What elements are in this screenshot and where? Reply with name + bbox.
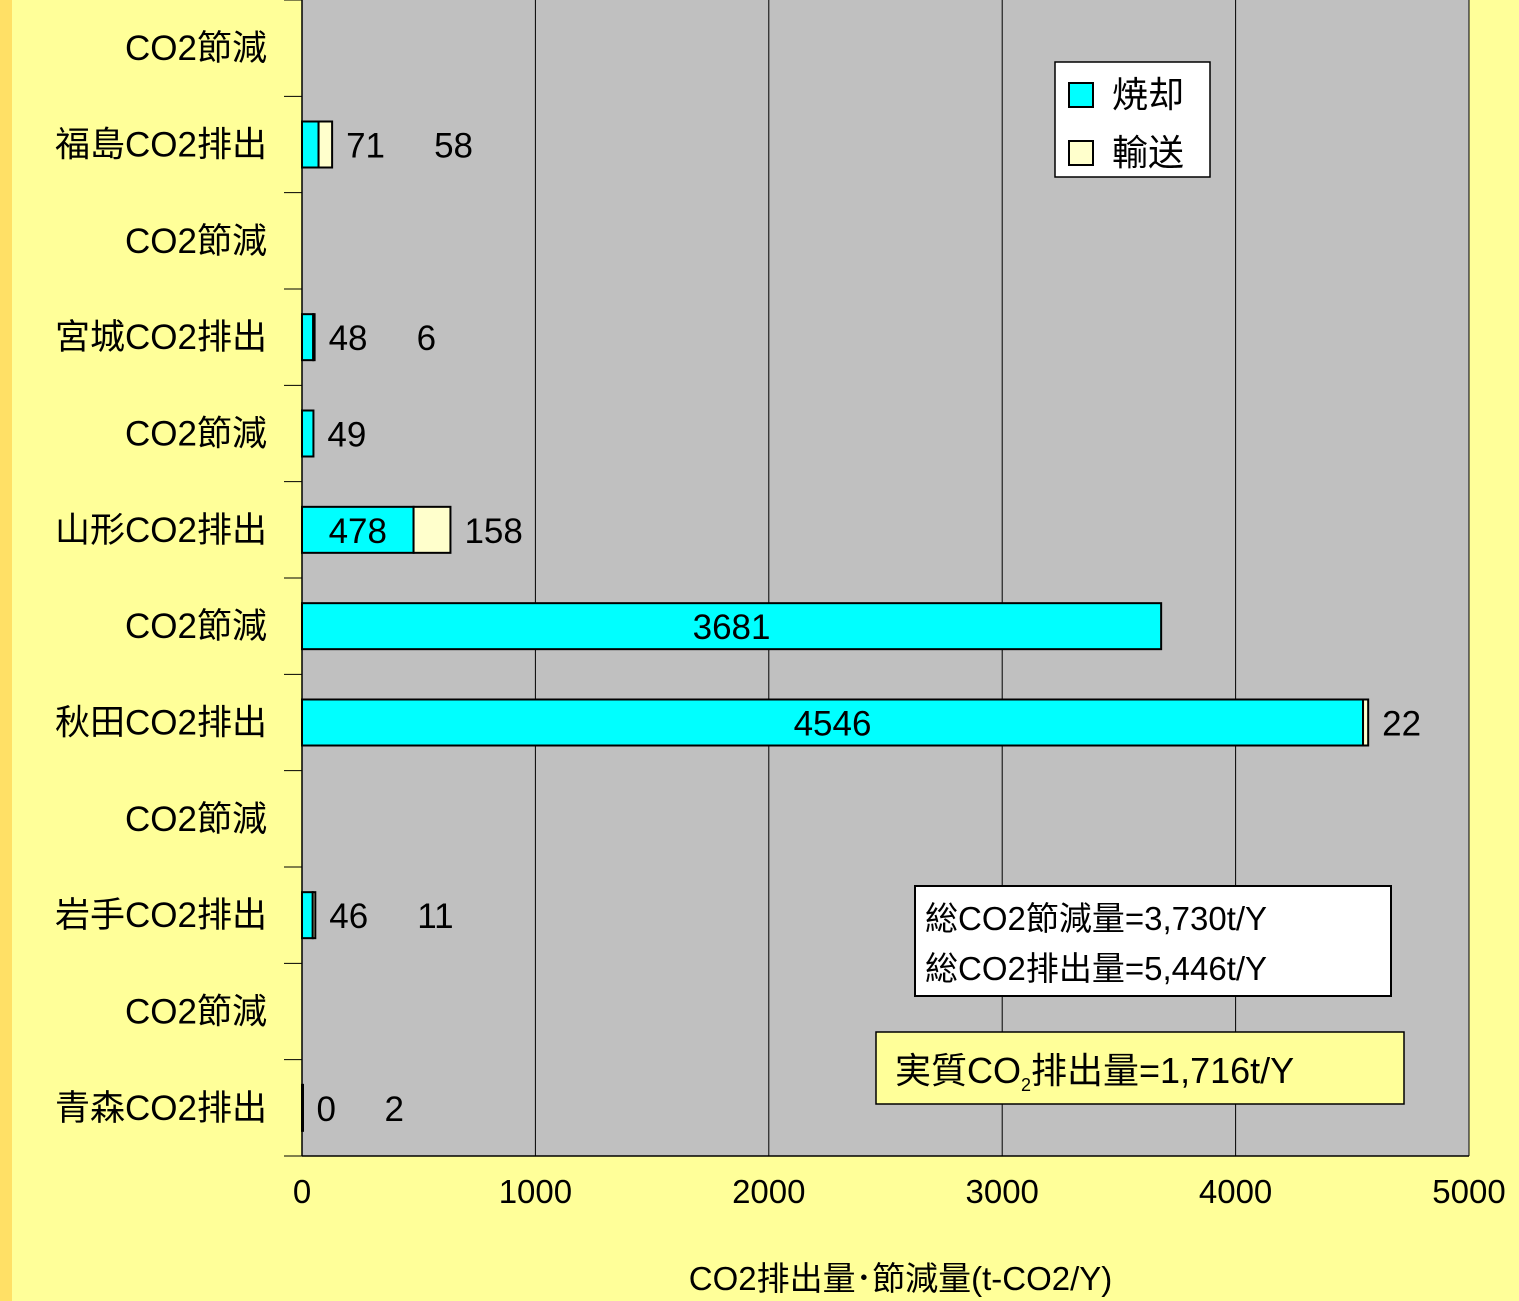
page-left-border: [0, 0, 12, 1301]
data-label: 22: [1382, 705, 1421, 744]
bar-incineration: [301, 120, 320, 169]
net-emission-frame: [875, 1031, 1405, 1105]
category-label: CO2節減: [125, 222, 267, 261]
legend-swatch-incineration: [1068, 82, 1094, 108]
data-label: 158: [464, 512, 522, 551]
category-label: 福島CO2排出: [55, 126, 267, 165]
net-emission-box: 実質CO2排出量=1,716t/Y: [875, 1031, 1405, 1105]
x-tick-label: 0: [293, 1173, 311, 1210]
summary-box: 総CO2節減量=3,730t/Y 総CO2排出量=5,446t/Y: [914, 885, 1392, 997]
x-tick-label: 3000: [965, 1173, 1038, 1210]
x-tick-label: 2000: [732, 1173, 805, 1210]
bar-transport: [412, 505, 452, 554]
legend-label-incineration: 焼却: [1112, 74, 1184, 115]
category-label: CO2節減: [125, 993, 267, 1032]
bar-incineration: [301, 891, 314, 940]
net-emission-text: 実質CO2排出量=1,716t/Y: [895, 1050, 1294, 1095]
data-label: 49: [327, 416, 366, 455]
category-label: 山形CO2排出: [55, 511, 267, 550]
data-label: 6: [417, 319, 436, 358]
x-tick-label: 5000: [1432, 1173, 1505, 1210]
data-label: 2: [384, 1090, 403, 1129]
bar-transport: [311, 891, 317, 940]
category-label: CO2節減: [125, 800, 267, 839]
summary-box-frame: [914, 885, 1392, 997]
bar-incineration: [301, 313, 315, 362]
bar-incineration: [301, 409, 315, 458]
total-reduction-text: 総CO2節減量=3,730t/Y: [925, 900, 1267, 937]
legend-label-transport: 輸送: [1112, 132, 1184, 173]
net-emission-subscript: 2: [1021, 1075, 1031, 1095]
legend-swatch-transport: [1068, 140, 1094, 166]
data-label: 478: [329, 512, 387, 551]
data-label: 4546: [794, 705, 872, 744]
x-tick-label: 4000: [1199, 1173, 1272, 1210]
category-label: CO2節減: [125, 29, 267, 68]
data-label: 71: [346, 127, 385, 166]
bars: 71 58 48 6 49 478 158 3681 4546 22 46 11 0 2: [301, 120, 1421, 1132]
bar-transport: [1362, 698, 1370, 747]
net-emission-suffix: 排出量=1,716t/Y: [1031, 1050, 1294, 1091]
bar-transport: [317, 120, 334, 169]
data-label: 11: [417, 897, 453, 936]
category-label: 秋田CO2排出: [55, 704, 267, 743]
x-axis-title: CO2排出量･節減量(t-CO2/Y): [689, 1260, 1113, 1297]
data-label: 46: [329, 897, 368, 936]
data-label: 0: [316, 1090, 335, 1129]
bar-transport: [312, 313, 316, 362]
category-label: 宮城CO2排出: [55, 318, 267, 357]
data-label: 48: [329, 319, 368, 358]
category-label: CO2節減: [125, 415, 267, 454]
bar-incineration: [301, 698, 1365, 747]
category-label: 青森CO2排出: [55, 1089, 267, 1128]
legend: 焼却 輸送: [1054, 61, 1211, 178]
category-label: CO2節減: [125, 607, 267, 646]
data-label: 58: [434, 127, 473, 166]
total-emission-text: 総CO2排出量=5,446t/Y: [925, 950, 1267, 987]
net-emission-prefix: 実質CO: [895, 1050, 1021, 1091]
category-label: 岩手CO2排出: [55, 896, 267, 935]
data-label: 3681: [693, 608, 771, 647]
axes: 0 1000 2000 3000 4000 5000CO2節減福島CO2排出CO2節減宮城…: [55, 0, 1506, 1210]
x-tick-label: 1000: [499, 1173, 572, 1210]
